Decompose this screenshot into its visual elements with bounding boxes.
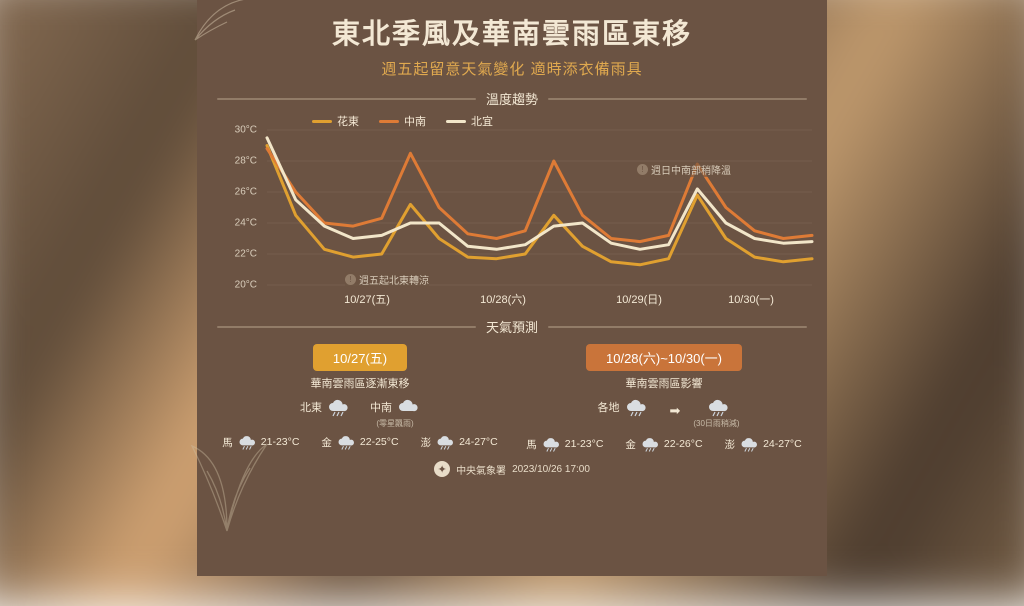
forecast-desc: 華南雲雨區影響	[524, 375, 804, 391]
leaf-decoration-bottom	[172, 426, 282, 536]
y-axis-label: 20°C	[235, 280, 257, 291]
island-temp: 金22-25°C	[321, 433, 398, 451]
region-cell: 北東	[300, 397, 350, 417]
forecast-desc: 華南雲雨區逐漸東移	[220, 375, 500, 391]
footer: ✦ 中央氣象署 2023/10/26 17:00	[217, 461, 807, 477]
region-cell: 中南 (零星飄雨)	[370, 397, 420, 417]
date-pill: 10/27(五)	[313, 344, 407, 371]
x-axis-label: 10/27(五)	[344, 291, 390, 307]
forecast-column: 10/28(六)~10/30(一) 華南雲雨區影響 各地 ➡ (30日雨稍減) …	[524, 344, 804, 453]
y-axis-label: 24°C	[235, 218, 257, 229]
region-row: 各地 ➡ (30日雨稍減)	[524, 397, 804, 419]
arrow-icon: ➡	[670, 403, 681, 419]
x-axis-label: 10/28(六)	[480, 291, 526, 307]
island-temp: 金22-26°C	[625, 435, 702, 453]
y-axis-label: 28°C	[235, 156, 257, 167]
x-axis-label: 10/30(一)	[728, 291, 774, 307]
chart-annotation: !週日中南部稍降溫	[637, 162, 731, 177]
temp-section-header: 溫度趨勢	[217, 89, 807, 108]
region-row: 北東 中南 (零星飄雨)	[220, 397, 500, 417]
island-temp: 馬21-23°C	[526, 435, 603, 453]
island-temp: 澎24-27°C	[421, 433, 498, 451]
weather-card: 東北季風及華南雲雨區東移 週五起留意天氣變化 適時添衣備雨具 溫度趨勢 花東中南…	[197, 0, 827, 576]
page-title: 東北季風及華南雲雨區東移	[217, 12, 807, 52]
temp-section-label: 溫度趨勢	[486, 89, 538, 108]
forecast-section-label: 天氣預測	[486, 317, 538, 336]
region-cell: 各地	[598, 397, 648, 417]
forecast-row: 10/27(五) 華南雲雨區逐漸東移 北東 中南 (零星飄雨) 馬21-23°C…	[217, 344, 807, 453]
y-axis-label: 26°C	[235, 187, 257, 198]
leaf-decoration-top	[185, 0, 265, 50]
footer-timestamp: 2023/10/26 17:00	[512, 464, 590, 475]
forecast-section-header: 天氣預測	[217, 317, 807, 336]
y-axis-label: 22°C	[235, 249, 257, 260]
cwb-logo-icon: ✦	[434, 461, 450, 477]
chart-annotation: !週五起北東轉涼	[345, 272, 429, 287]
x-axis-label: 10/29(日)	[616, 291, 662, 307]
date-pill: 10/28(六)~10/30(一)	[586, 344, 742, 371]
island-temp: 澎24-27°C	[725, 435, 802, 453]
island-temps: 馬21-23°C 金22-26°C 澎24-27°C	[524, 435, 804, 453]
temperature-chart: 20°C 22°C 24°C 26°C 28°C 30°C 10/27(五) 10/28(六…	[217, 112, 807, 307]
page-subtitle: 週五起留意天氣變化 適時添衣備雨具	[217, 58, 807, 79]
region-cell: (30日雨稍減)	[702, 397, 730, 417]
y-axis-label: 30°C	[235, 125, 257, 136]
footer-org: 中央氣象署	[456, 462, 506, 477]
